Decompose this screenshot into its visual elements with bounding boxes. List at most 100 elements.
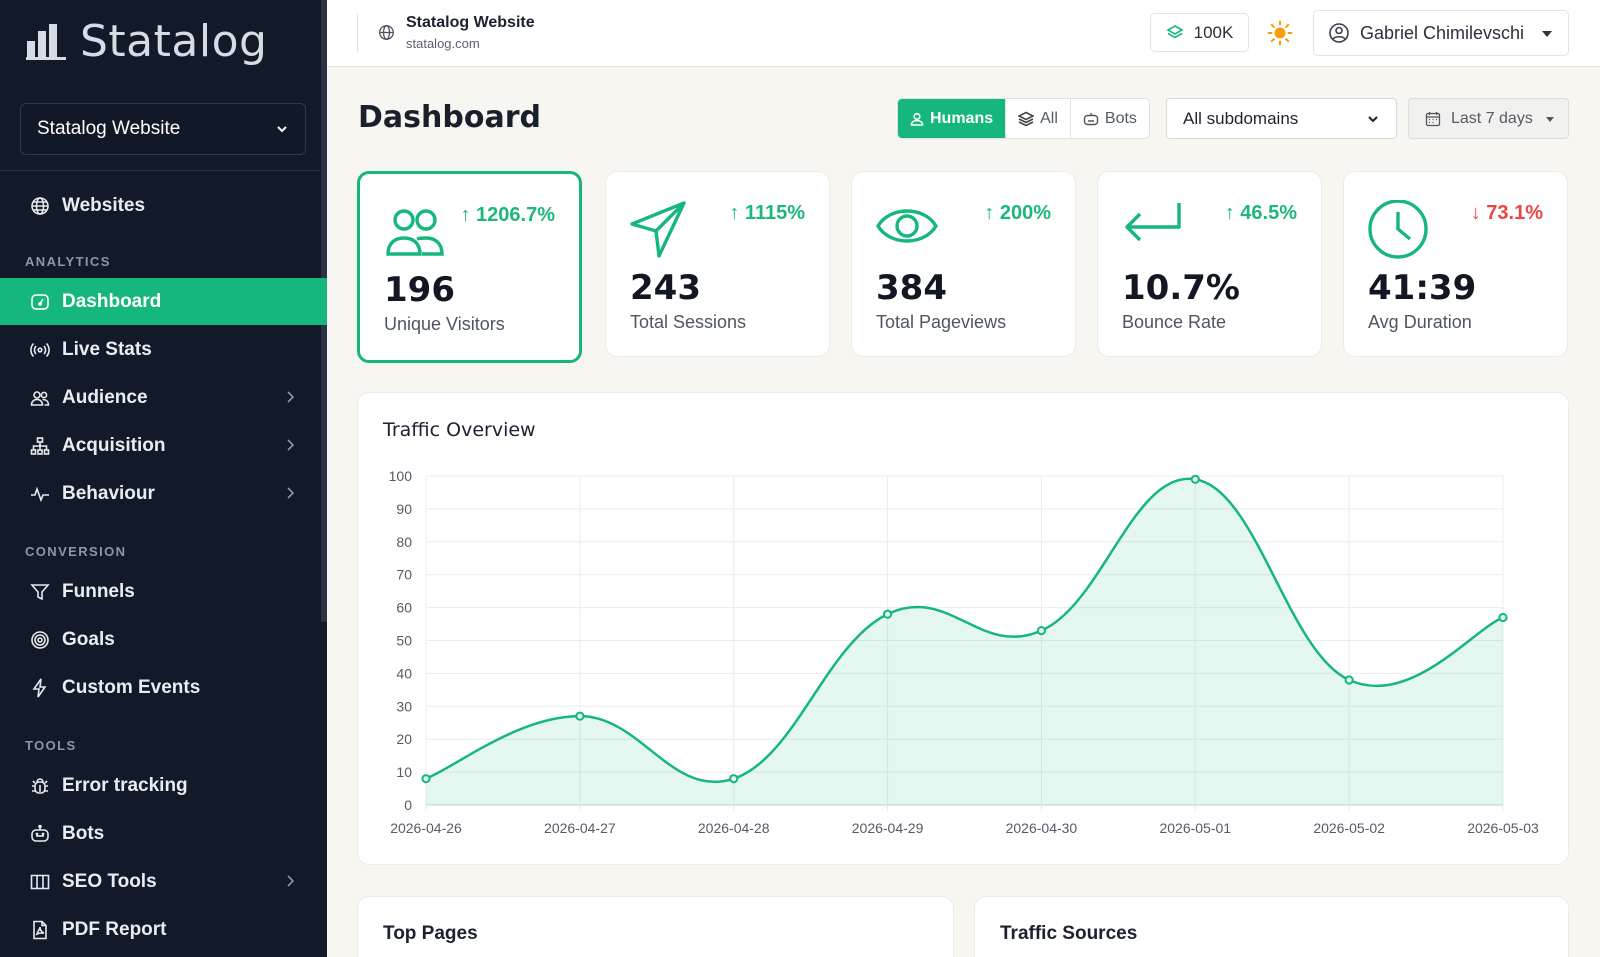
sidebar-item-label: Error tracking (62, 774, 188, 796)
filter-label: Bots (1104, 109, 1137, 127)
kpi-card-total-pageviews[interactable]: ↑ 200% 384 Total Pageviews (851, 171, 1076, 357)
kpi-card-unique-visitors[interactable]: ↑ 1206.7% 196 Unique Visitors (357, 171, 582, 363)
users-icon (30, 388, 50, 408)
user-circle-icon (1329, 23, 1349, 43)
pdf-file-icon (30, 920, 50, 940)
credits-value: 100K (1193, 22, 1234, 42)
traffic-sources-title: Traffic Sources (1000, 923, 1138, 944)
sidebar-item-behaviour[interactable]: Behaviour (0, 470, 327, 517)
sidebar-item-label: PDF Report (62, 918, 167, 940)
kpi-label: Unique Visitors (384, 314, 505, 334)
data-point (1190, 474, 1200, 484)
sidebar-item-label: Behaviour (62, 482, 155, 504)
y-tick-label: 70 (396, 567, 412, 583)
user-name: Gabriel Chimilevschi (1360, 22, 1525, 43)
x-tick-label: 2026-04-30 (1006, 820, 1078, 836)
x-tick-label: 2026-04-27 (544, 820, 616, 836)
data-point (1498, 612, 1508, 623)
chevron-right-icon (287, 875, 295, 887)
site-selector-label: Statalog Website (37, 118, 181, 139)
map-icon (30, 872, 50, 892)
sidebar-item-live-stats[interactable]: Live Stats (0, 326, 327, 373)
sidebar-item-acquisition[interactable]: Acquisition (0, 422, 327, 469)
sidebar-item-dashboard[interactable]: Dashboard (0, 278, 327, 325)
chevron-right-icon (287, 439, 295, 451)
kpi-label: Total Pageviews (876, 312, 1007, 332)
user-icon (910, 112, 924, 126)
filter-label: All (1040, 109, 1058, 127)
kpi-card-avg-duration[interactable]: ↓ 73.1% 41:39 Avg Duration (1343, 171, 1568, 357)
sidebar: Statalog Statalog Website Websites ANALY… (0, 0, 327, 957)
sidebar-item-audience[interactable]: Audience (0, 374, 327, 421)
sidebar-item-websites[interactable]: Websites (0, 182, 327, 229)
traffic-overview-panel: Traffic Overview 0 10 20 30 40 50 60 70 80 90 100 2… (357, 392, 1569, 865)
data-point (421, 774, 431, 784)
y-tick-label: 100 (389, 468, 413, 484)
current-site-name: Statalog Website (406, 14, 535, 31)
traffic-sources-panel: Traffic Sources (974, 896, 1569, 957)
chevron-down-icon (277, 126, 287, 133)
filter-humans[interactable]: Humans (898, 99, 1007, 138)
topbar: Statalog Website statalog.com 100K Gabri… (327, 0, 1600, 67)
sidebar-divider (0, 170, 321, 171)
kpi-label: Total Sessions (630, 312, 747, 332)
kpi-card-total-sessions[interactable]: ↑ 1115% 243 Total Sessions (605, 171, 830, 357)
kpi-card-bounce-rate[interactable]: ↑ 46.5% 10.7% Bounce Rate (1097, 171, 1322, 357)
brand[interactable]: Statalog (26, 14, 267, 68)
calendar-icon (1425, 111, 1441, 126)
layers-icon (1166, 24, 1184, 38)
page-title: Dashboard (358, 100, 541, 135)
filter-all[interactable]: All (1006, 99, 1071, 138)
kpi-value: 196 (384, 270, 455, 310)
date-range-value: Last 7 days (1451, 109, 1533, 127)
sidebar-item-pdf-report[interactable]: PDF Report (0, 906, 327, 953)
globe-icon (379, 25, 394, 40)
date-range-picker[interactable]: Last 7 days (1408, 98, 1569, 139)
hierarchy-icon (30, 436, 50, 456)
sidebar-item-label: Audience (62, 386, 148, 408)
kpi-delta: ↑ 1115% (729, 202, 805, 224)
sidebar-item-seo-tools[interactable]: SEO Tools (0, 858, 327, 905)
sidebar-item-custom-events[interactable]: Custom Events (0, 664, 327, 711)
subdomain-select[interactable]: All subdomains (1166, 98, 1397, 139)
kpi-label: Avg Duration (1368, 312, 1472, 332)
y-tick-label: 50 (396, 633, 412, 649)
y-tick-label: 0 (404, 797, 412, 813)
filter-bots[interactable]: Bots (1071, 99, 1149, 138)
caret-down-icon (1546, 117, 1554, 122)
y-tick-label: 80 (396, 534, 412, 550)
robot-icon (1083, 112, 1099, 125)
x-tick-label: 2026-05-03 (1467, 820, 1539, 836)
site-selector[interactable]: Statalog Website (20, 103, 306, 155)
sidebar-item-bots[interactable]: Bots (0, 810, 327, 857)
chevron-down-icon (1368, 115, 1378, 122)
sidebar-item-label: Dashboard (62, 290, 162, 312)
send-icon (630, 201, 686, 258)
series-area (426, 478, 1503, 805)
traffic-type-filter: Humans All Bots (897, 98, 1150, 139)
sidebar-item-funnels[interactable]: Funnels (0, 568, 327, 615)
x-tick-label: 2026-05-02 (1313, 820, 1385, 836)
data-point (1344, 675, 1354, 685)
data-point (1036, 626, 1047, 636)
sidebar-item-error-tracking[interactable]: Error tracking (0, 762, 327, 809)
target-icon (30, 630, 50, 650)
sidebar-item-label: Funnels (62, 580, 135, 602)
sidebar-item-label: SEO Tools (62, 870, 157, 892)
credits-badge[interactable]: 100K (1150, 13, 1249, 52)
y-tick-label: 10 (396, 764, 412, 780)
y-tick-label: 40 (396, 665, 412, 681)
user-menu[interactable]: Gabriel Chimilevschi (1313, 10, 1569, 56)
globe-icon (30, 196, 50, 216)
sidebar-item-goals[interactable]: Goals (0, 616, 327, 663)
kpi-value: 10.7% (1122, 268, 1240, 308)
sun-icon[interactable] (1267, 20, 1293, 46)
kpi-value: 384 (876, 268, 947, 308)
y-tick-label: 30 (396, 698, 412, 714)
series-line (425, 477, 1504, 784)
top-pages-title: Top Pages (383, 923, 478, 944)
x-tick-label: 2026-05-01 (1159, 820, 1231, 836)
section-analytics: ANALYTICS (25, 254, 111, 269)
data-point (882, 609, 893, 619)
kpi-label: Bounce Rate (1122, 312, 1227, 332)
